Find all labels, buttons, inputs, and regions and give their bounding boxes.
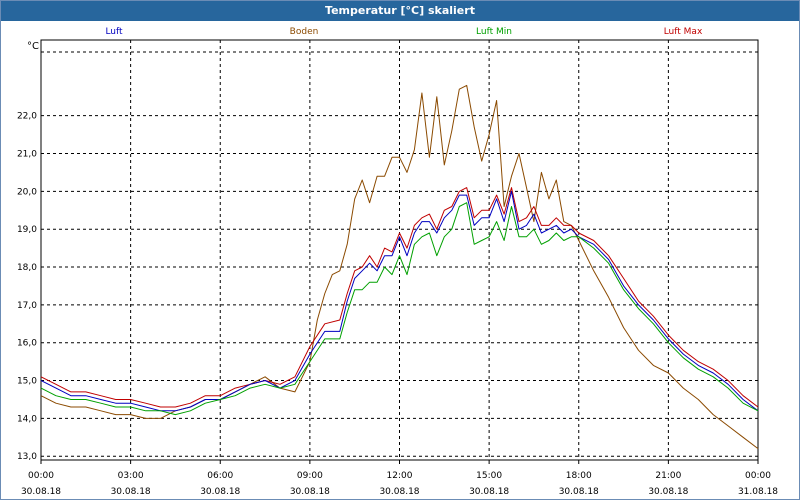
y-tick-label: 14,0 (17, 414, 37, 424)
x-tick-date: 30.08.18 (559, 487, 599, 497)
y-tick-label: 19,0 (17, 225, 37, 235)
x-tick-date: 30.08.18 (21, 487, 61, 497)
x-tick-time: 21:00 (655, 471, 681, 481)
x-tick-time: 12:00 (387, 471, 413, 481)
y-axis-label: °C (27, 41, 39, 52)
x-tick-time: 06:00 (207, 471, 233, 481)
legend-entry-luft-min: Luft Min (476, 27, 512, 37)
x-tick-date: 30.08.18 (469, 487, 509, 497)
chart-title: Temperatur [°C] skaliert (1, 1, 799, 21)
x-tick-date: 30.08.18 (648, 487, 688, 497)
y-tick-label: 13,0 (17, 452, 37, 462)
x-tick-time: 15:00 (476, 471, 502, 481)
x-tick-time: 00:00 (28, 471, 54, 481)
x-tick-date: 30.08.18 (290, 487, 330, 497)
x-tick-date: 30.08.18 (111, 487, 151, 497)
x-tick-time: 09:00 (297, 471, 323, 481)
x-tick-date: 30.08.18 (200, 487, 240, 497)
y-tick-label: 22,0 (17, 112, 37, 122)
series-line-luft (40, 190, 759, 412)
legend-entry-boden: Boden (290, 27, 319, 37)
series-line-luft-min (40, 202, 759, 416)
x-tick-time: 18:00 (566, 471, 592, 481)
x-tick-time: 00:00 (745, 471, 771, 481)
x-tick-time: 03:00 (118, 471, 144, 481)
series-line-luft-max (40, 187, 759, 408)
legend-entry-luft-max: Luft Max (664, 27, 703, 37)
x-tick-date: 31.08.18 (738, 487, 778, 497)
y-tick-label: 21,0 (17, 150, 37, 160)
legend-entry-luft: Luft (105, 27, 123, 37)
y-tick-label: 18,0 (17, 263, 37, 273)
x-tick-date: 30.08.18 (379, 487, 419, 497)
y-tick-label: 17,0 (17, 301, 37, 311)
y-tick-label: 15,0 (17, 377, 37, 387)
y-tick-label: 20,0 (17, 187, 37, 197)
y-tick-label: 16,0 (17, 339, 37, 349)
